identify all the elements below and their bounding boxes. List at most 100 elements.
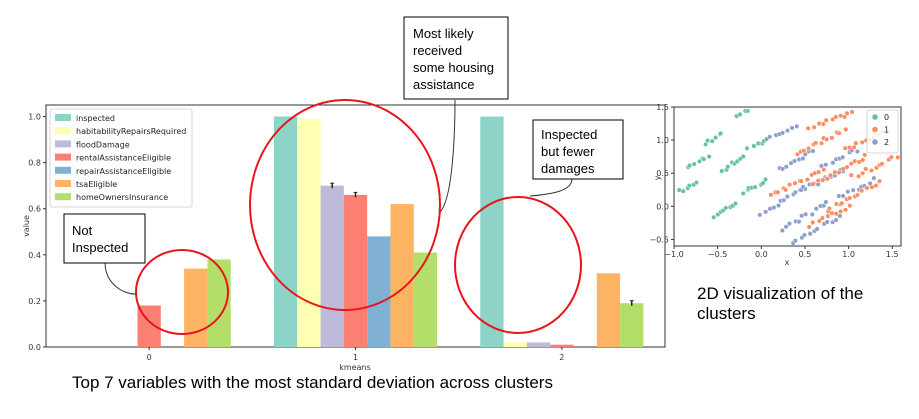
scatter-point <box>819 215 825 221</box>
scatter-point <box>691 161 697 167</box>
text-line: but fewer <box>541 144 595 159</box>
scatter-point <box>784 193 790 200</box>
bar-y-tick-label: 0.6 <box>28 205 41 214</box>
scatter-y-tick-label: 0.0 <box>656 202 669 211</box>
scatter-x-ticks: −1.0 −0.5 0.0 0.5 1.0 1.5 <box>664 246 899 259</box>
scatter-point <box>823 199 829 205</box>
scatter-point <box>859 188 865 194</box>
scatter-point <box>823 136 830 142</box>
scatter-point <box>833 211 839 217</box>
highlight-circles <box>135 99 582 335</box>
text-line: received <box>413 43 462 58</box>
scatter-point <box>803 211 809 217</box>
scatter-point <box>723 205 729 211</box>
bar-legend-swatch <box>55 166 71 174</box>
scatter-x-axis-label: x <box>785 258 790 267</box>
scatter-y-axis-label: y <box>653 175 662 180</box>
text-line: 2D visualization of the <box>697 284 863 303</box>
scatter-point <box>762 176 769 182</box>
scatter-point <box>846 145 852 151</box>
scatter-point <box>849 109 855 115</box>
scatter-point <box>840 193 846 199</box>
scatter-point <box>845 189 851 195</box>
circle-cluster-1 <box>249 99 441 311</box>
caption-main: Top 7 variables with the most standard d… <box>72 373 553 392</box>
scatter-point <box>830 160 836 166</box>
scatter-point <box>800 184 806 190</box>
scatter-point <box>718 130 724 136</box>
scatter-point <box>847 195 853 201</box>
scatter-point <box>821 167 827 173</box>
scatter-point <box>813 140 819 146</box>
connector-inspected-fewer <box>529 178 573 197</box>
scatter-point <box>844 110 850 116</box>
scatter-x-tick-label: −1.0 <box>664 250 683 259</box>
callout-most-likely-text: Most likely received some housing assistanc… <box>413 26 494 92</box>
scatter-point <box>852 158 858 164</box>
scatter-point <box>783 187 789 193</box>
scatter-point <box>732 201 738 207</box>
scatter-x-tick-label: 1.0 <box>842 250 855 259</box>
scatter-point <box>805 146 812 152</box>
callout-connectors <box>104 99 573 295</box>
connector-most-likely <box>439 99 456 213</box>
scatter-x-tick-label: 1.5 <box>886 250 899 259</box>
scatter-y-tick-label: 0.5 <box>656 169 669 178</box>
text-line: damages <box>541 161 595 176</box>
bar <box>526 342 551 347</box>
scatter-point <box>854 148 860 155</box>
bar-x-tick-label: 1 <box>353 353 358 362</box>
bar-legend-label: tsaEligible <box>76 180 117 189</box>
bar-y-tick-label: 0.4 <box>28 251 41 260</box>
scatter-point <box>895 154 901 160</box>
scatter-point <box>844 164 850 170</box>
scatter-point <box>809 211 815 217</box>
scatter-point <box>843 126 849 132</box>
scatter-point <box>833 217 839 223</box>
scatter-point <box>719 168 725 174</box>
scatter-points <box>676 108 901 246</box>
text-line: Inspected <box>541 127 597 142</box>
scatter-point <box>829 210 835 216</box>
bar-legend-swatch <box>55 180 71 187</box>
text-line: Not <box>72 223 93 238</box>
scatter-point <box>827 172 834 178</box>
callout-not-inspected-text: Not Inspected <box>72 223 128 255</box>
bar <box>480 116 504 348</box>
scatter-point <box>820 121 826 127</box>
scatter-point <box>873 165 880 171</box>
scatter-point <box>752 184 758 190</box>
scatter-point <box>819 140 825 146</box>
bar-legend-label: rentalAssistanceEligible <box>76 154 171 163</box>
scatter-point <box>792 238 798 244</box>
scatter-point <box>744 145 750 151</box>
bar-legend-label: habitabilityRepairsRequired <box>76 127 186 136</box>
scatter-point <box>856 173 862 179</box>
bar <box>343 194 368 347</box>
scatter-x-tick-label: −0.5 <box>708 250 727 259</box>
scatter-point <box>823 162 829 168</box>
bar-x-tick-label: 0 <box>147 353 152 362</box>
scatter-point <box>784 128 791 134</box>
bar <box>596 273 621 347</box>
bar-x-ticks: 0 1 2 <box>147 347 564 362</box>
scatter-point <box>780 166 786 172</box>
scatter-point <box>816 218 822 224</box>
bar <box>184 268 208 347</box>
scatter-point <box>871 175 877 181</box>
scatter-point <box>810 148 816 154</box>
scatter-point <box>767 134 773 140</box>
bar-legend-label: repairAssistanceEligible <box>76 167 171 176</box>
scatter-point <box>862 152 868 158</box>
scatter-point <box>864 185 870 191</box>
scatter-point <box>800 155 806 162</box>
scatter-legend: 0 1 2 <box>866 109 899 154</box>
callout-inspected-fewer: Inspected but fewer damages <box>532 119 624 180</box>
scatter-point <box>783 164 789 170</box>
text-line: clusters <box>697 304 756 323</box>
scatter-legend-label: 2 <box>884 138 889 147</box>
scatter-point <box>787 182 793 188</box>
scatter-point <box>763 209 769 215</box>
caption-side: 2D visualization of the clusters <box>697 284 863 323</box>
text-line: some housing <box>413 60 494 75</box>
